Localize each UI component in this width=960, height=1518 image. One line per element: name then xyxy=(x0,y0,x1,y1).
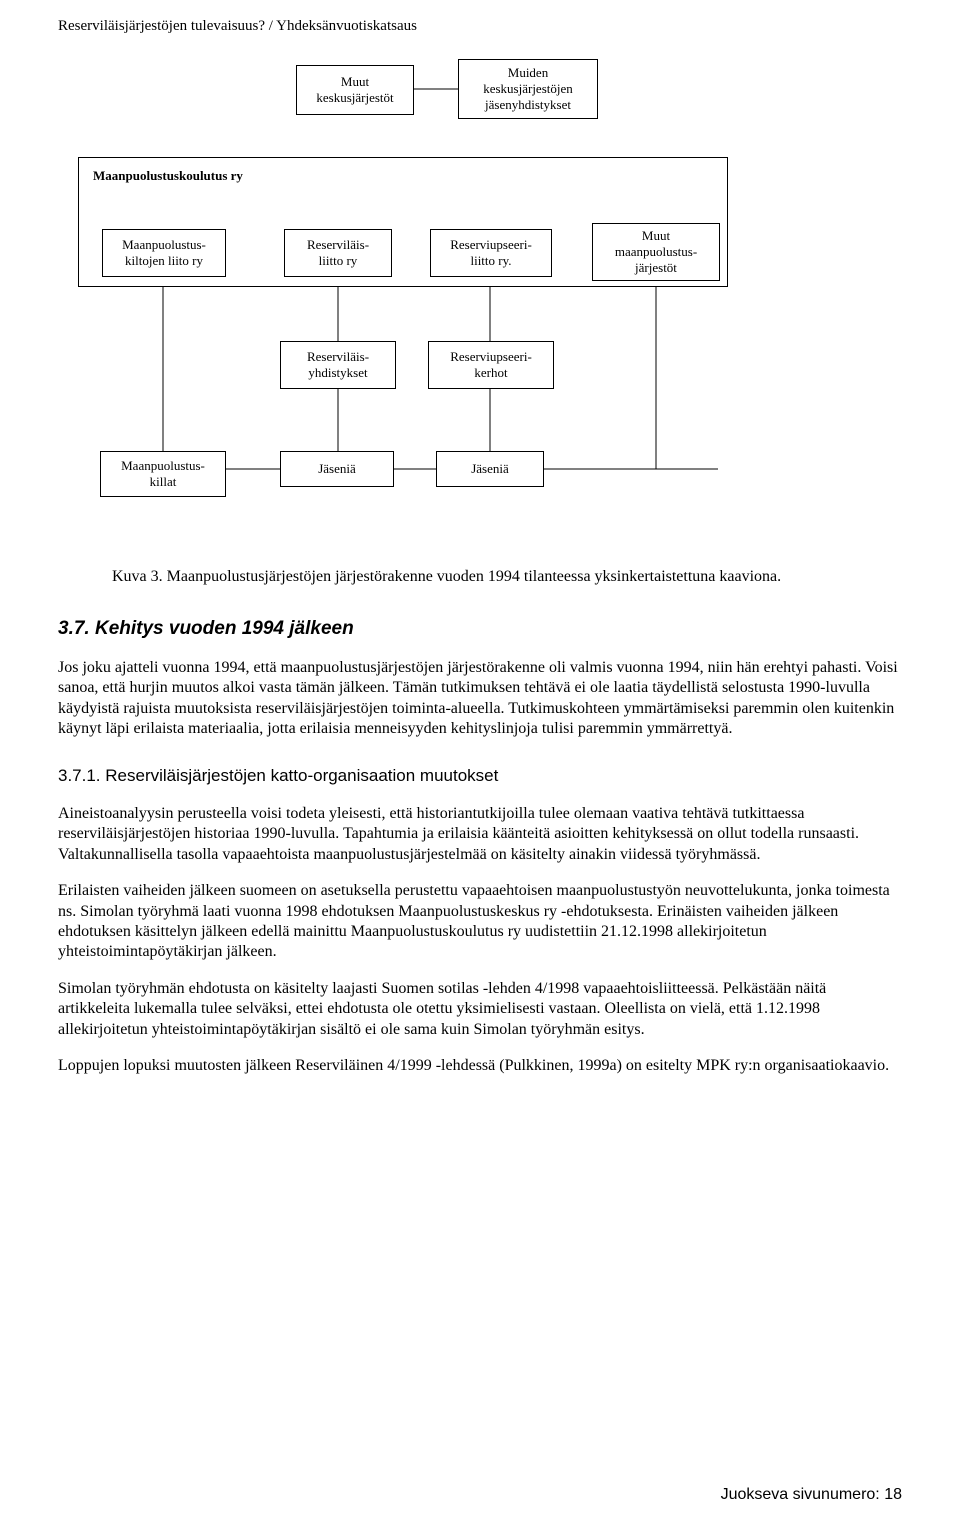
paragraph-4: Simolan työryhmän ehdotusta on käsitelty… xyxy=(58,979,902,1040)
box-muiden-jasenyhdistykset: Muidenkeskusjärjestöjenjäsenyhdistykset xyxy=(458,59,598,119)
org-diagram: Muutkeskusjärjestöt Muidenkeskusjärjestö… xyxy=(58,59,902,539)
paragraph-3: Erilaisten vaiheiden jälkeen suomeen on … xyxy=(58,881,902,963)
page-header: Reserviläisjärjestöjen tulevaisuus? / Yh… xyxy=(58,18,902,35)
mpk-title: Maanpuolustuskoulutus ry xyxy=(93,168,243,184)
paragraph-5: Loppujen lopuksi muutosten jälkeen Reser… xyxy=(58,1056,902,1076)
box-reservilaisliitto: Reserviläis-liitto ry xyxy=(284,229,392,277)
box-reserviupseerikerhot: Reserviupseeri-kerhot xyxy=(428,341,554,389)
paragraph-2: Aineistoanalyysin perusteella voisi tode… xyxy=(58,804,902,865)
figure-caption: Kuva 3. Maanpuolustusjärjestöjen järjest… xyxy=(112,567,832,588)
box-jasenia-2: Jäseniä xyxy=(436,451,544,487)
box-muut-mp-jarjestot: Muutmaanpuolustus-järjestöt xyxy=(592,223,720,281)
box-muut-keskusjarjestot: Muutkeskusjärjestöt xyxy=(296,65,414,115)
paragraph-1: Jos joku ajatteli vuonna 1994, että maan… xyxy=(58,658,902,740)
section-3-7-1-heading: 3.7.1. Reserviläisjärjestöjen katto-orga… xyxy=(58,766,902,786)
box-reserviupseeriliitto: Reserviupseeri-liitto ry. xyxy=(430,229,552,277)
page-number: Juokseva sivunumero: 18 xyxy=(721,1486,902,1504)
section-3-7-heading: 3.7. Kehitys vuoden 1994 jälkeen xyxy=(58,618,902,640)
box-reservilaisyhdistykset: Reserviläis-yhdistykset xyxy=(280,341,396,389)
box-kiltojen-liitto: Maanpuolustus-kiltojen liito ry xyxy=(102,229,226,277)
box-jasenia-1: Jäseniä xyxy=(280,451,394,487)
box-maanpuolustuskillat: Maanpuolustus-killat xyxy=(100,451,226,497)
